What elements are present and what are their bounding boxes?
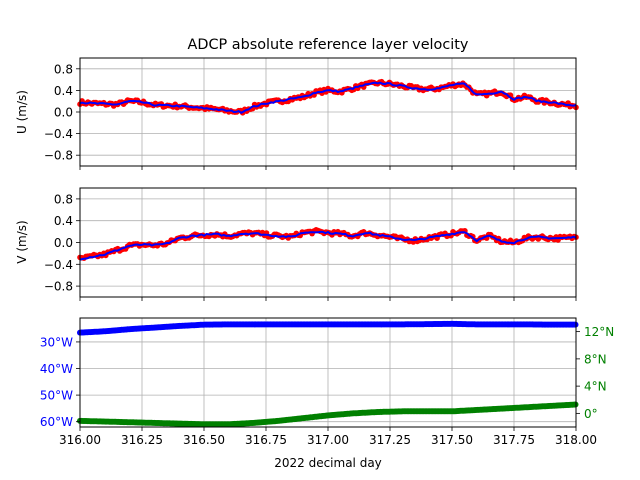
- u-xticks: [79, 166, 577, 170]
- v-panel: −0.8 −0.4 0.0 0.4 0.8 V (m/s): [15, 187, 579, 301]
- v-series: [77, 227, 579, 261]
- v-line: [79, 230, 577, 261]
- v-ytick-label: 0.0: [54, 236, 73, 250]
- u-yticks: −0.8 −0.4 0.0 0.4 0.8: [44, 62, 80, 163]
- chart-title: ADCP absolute reference layer velocity: [188, 37, 469, 53]
- u-ytick-label: 0.4: [54, 84, 73, 98]
- day-tick-label: 316.75: [245, 433, 287, 447]
- u-series: [77, 78, 579, 116]
- position-series: [77, 320, 579, 428]
- u-ytick-label: −0.8: [44, 149, 73, 163]
- day-tick-label: 317.75: [493, 433, 535, 447]
- v-ytick-label: 0.4: [54, 214, 73, 228]
- u-panel: −0.8 −0.4 0.0 0.4 0.8 U (m/s): [15, 57, 579, 170]
- longitude-tick-label: 40°W: [40, 362, 73, 376]
- u-line: [79, 81, 577, 114]
- u-ylabel: U (m/s): [15, 90, 29, 134]
- longitude-tick-label: 50°W: [40, 389, 73, 403]
- v-yticks: −0.8 −0.4 0.0 0.4 0.8: [44, 192, 80, 294]
- longitude-tick-label: 30°W: [40, 335, 73, 349]
- latitude-tick-label: 0°: [584, 407, 598, 421]
- day-ticks: 316.00 316.25 316.50 316.75 317.00 317.25 317.…: [59, 427, 597, 447]
- v-ytick-label: 0.8: [54, 192, 73, 206]
- longitude-ticks: 60°W 50°W 40°W 30°W: [40, 335, 80, 429]
- latitude-tick-label: 12°N: [584, 325, 614, 339]
- day-tick-label: 317.50: [431, 433, 473, 447]
- latitude-tick-label: 4°N: [584, 380, 607, 394]
- longitude-tick-label: 60°W: [40, 415, 73, 429]
- u-frame: [79, 57, 577, 167]
- position-frame: [79, 317, 577, 428]
- v-xticks: [79, 297, 577, 301]
- v-frame: [79, 187, 577, 298]
- u-ytick-label: −0.4: [44, 127, 73, 141]
- v-ytick-label: −0.4: [44, 258, 73, 272]
- u-ytick-label: 0.8: [54, 62, 73, 76]
- u-ytick-label: 0.0: [54, 106, 73, 120]
- u-grid: [79, 58, 577, 166]
- position-panel: 60°W50°W40°W30°W 0°4°N8°N12°N 316.00 316.…: [40, 317, 614, 470]
- day-tick-label: 317.25: [369, 433, 411, 447]
- day-tick-label: 316.00: [59, 433, 101, 447]
- day-tick-label: 318.00: [555, 433, 597, 447]
- latitude-tick-label: 8°N: [584, 352, 607, 366]
- v-ylabel: V (m/s): [15, 220, 29, 263]
- latitude-ticks: 0° 4°N 8°N 12°N: [576, 325, 614, 421]
- v-ytick-label: −0.8: [44, 280, 73, 294]
- day-tick-label: 316.25: [121, 433, 163, 447]
- x-axis-label: 2022 decimal day: [274, 456, 382, 470]
- day-tick-label: 316.50: [183, 433, 225, 447]
- day-tick-label: 317.00: [307, 433, 349, 447]
